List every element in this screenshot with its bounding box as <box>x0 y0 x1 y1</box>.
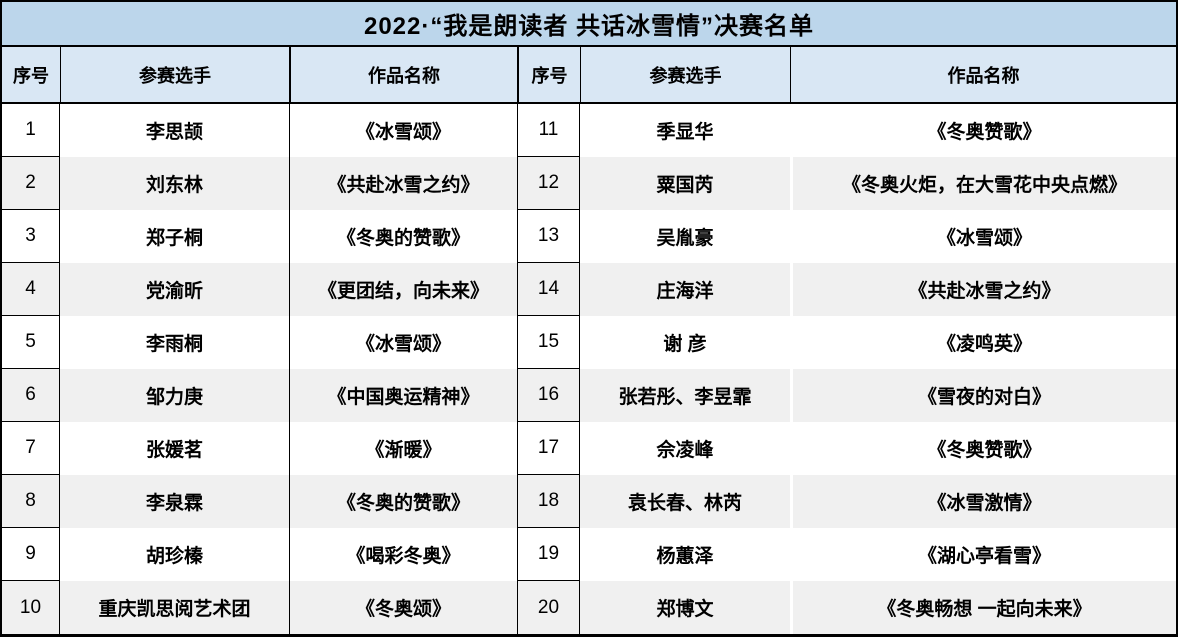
row-number-cell: 1 <box>2 104 60 157</box>
contestant-cell: 张媛茗 <box>60 422 290 475</box>
column-header-contestant-right: 参赛选手 <box>580 47 790 104</box>
column-header-work-right: 作品名称 <box>790 47 1176 104</box>
row-number-cell: 19 <box>518 528 580 581</box>
row-number-cell: 13 <box>518 210 580 263</box>
contestant-cell: 袁长春、林芮 <box>580 475 790 528</box>
contestant-cell: 党渝昕 <box>60 263 290 316</box>
work-title-cell: 《雪夜的对白》 <box>790 369 1176 422</box>
work-title-cell: 《喝彩冬奥》 <box>290 528 518 581</box>
work-title-cell: 《冰雪颂》 <box>790 210 1176 263</box>
row-number-cell: 7 <box>2 422 60 475</box>
contestant-cell: 谢 彦 <box>663 334 707 355</box>
row-number-cell: 6 <box>2 369 60 422</box>
work-title-cell: 《凌鸣英》 <box>790 316 1176 369</box>
column-header-no-right: 序号 <box>518 47 580 104</box>
contestant-cell: 张若彤、李昱霏 <box>580 369 790 422</box>
column-header-no-left: 序号 <box>2 47 60 104</box>
contestant-cell: 季显华 <box>656 122 714 143</box>
contestant-cell: 郑博文 <box>580 581 790 634</box>
work-title-cell: 《冬奥火炬，在大雪花中央点燃》 <box>790 157 1176 210</box>
contestant-cell: 郑子桐 <box>60 210 290 263</box>
row-number-cell: 9 <box>2 528 60 581</box>
work-title-cell: 《共赴冰雪之约》 <box>790 263 1176 316</box>
row-number-cell: 20 <box>518 581 580 634</box>
work-title-cell: 《共赴冰雪之约》 <box>290 157 518 210</box>
row-number-cell: 2 <box>2 157 60 210</box>
work-title-cell: 《更团结，向未来》 <box>290 263 518 316</box>
work-title-cell: 《渐暖》 <box>290 422 518 475</box>
row-number-cell: 17 <box>518 422 580 475</box>
work-title-cell: 《湖心亭看雪》 <box>790 528 1176 581</box>
work-title-cell: 《冬奥的赞歌》 <box>290 210 518 263</box>
table-grid: 序号 参赛选手 作品名称 序号 参赛选手 作品名称 1 李思颉 《冰雪颂》 11 季显华… <box>2 47 1176 634</box>
column-header-contestant-left: 参赛选手 <box>60 47 290 104</box>
row-number-cell: 12 <box>518 157 580 210</box>
work-title-cell: 《冰雪颂》 <box>290 104 518 157</box>
row-number-cell: 15 <box>518 316 580 369</box>
work-title-cell: 《冬奥赞歌》 <box>790 104 1176 157</box>
row-number-cell: 4 <box>2 263 60 316</box>
contestant-cell: 刘东林 <box>60 157 290 210</box>
contestant-cell: 吴胤豪 <box>656 228 714 249</box>
row-number-cell: 14 <box>518 263 580 316</box>
work-title-cell: 《冰雪激情》 <box>790 475 1176 528</box>
row-number-cell: 18 <box>518 475 580 528</box>
page-title: 2022·“我是朗读者 共话冰雪情”决赛名单 <box>2 2 1176 47</box>
contestant-cell: 李思颉 <box>60 104 290 157</box>
contestant-cell: 李雨桐 <box>60 316 290 369</box>
work-title-cell: 《冬奥赞歌》 <box>790 422 1176 475</box>
contestant-cell: 胡珍榛 <box>60 528 290 581</box>
work-title-cell: 《冬奥的赞歌》 <box>290 475 518 528</box>
row-number-cell: 10 <box>2 581 60 634</box>
work-title-cell: 《冰雪颂》 <box>290 316 518 369</box>
row-number-cell: 8 <box>2 475 60 528</box>
column-header-work-left: 作品名称 <box>290 47 518 104</box>
contestant-cell: 杨蕙泽 <box>656 546 714 567</box>
work-title-cell: 《冬奥颂》 <box>290 581 518 634</box>
contestant-cell: 李泉霖 <box>60 475 290 528</box>
contestant-cell: 庄海洋 <box>580 263 790 316</box>
contestant-cell: 重庆凯思阅艺术团 <box>60 581 290 634</box>
contestant-cell: 邹力庚 <box>60 369 290 422</box>
work-title-cell: 《中国奥运精神》 <box>290 369 518 422</box>
row-number-cell: 16 <box>518 369 580 422</box>
contestant-cell: 粟国芮 <box>580 157 790 210</box>
work-title-cell: 《冬奥畅想 一起向未来》 <box>790 581 1176 634</box>
contestant-cell: 佘凌峰 <box>656 440 714 461</box>
row-number-cell: 3 <box>2 210 60 263</box>
row-number-cell: 5 <box>2 316 60 369</box>
row-number-cell: 11 <box>518 104 580 157</box>
